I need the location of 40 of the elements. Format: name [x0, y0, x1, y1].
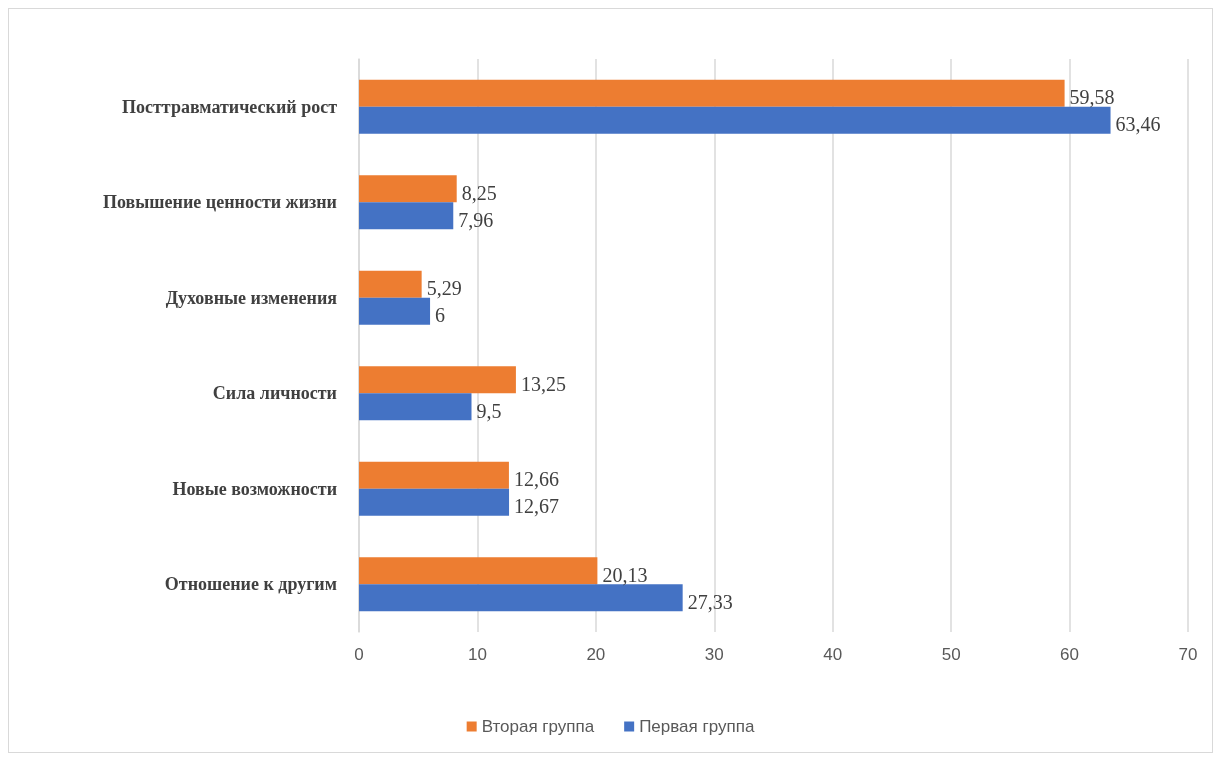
data-label: 7,96 — [458, 208, 494, 231]
y-tick-label: Новые возможности — [172, 478, 337, 499]
y-tick-label: Посттравматический рост — [121, 96, 338, 117]
data-label: 12,66 — [513, 468, 559, 491]
bar — [359, 202, 454, 230]
x-tick-label: 70 — [1178, 645, 1198, 664]
bar — [359, 557, 598, 585]
y-tick-label: Отношение к другим — [164, 574, 337, 595]
x-tick-label: 30 — [704, 645, 724, 664]
data-label: 8,25 — [461, 181, 497, 204]
data-label: 12,67 — [514, 495, 560, 518]
x-tick-label: 60 — [1060, 645, 1080, 664]
bar — [359, 488, 510, 516]
data-label: 27,33 — [687, 590, 733, 613]
x-tick-label: 10 — [467, 645, 487, 664]
y-tick-label: Духовные изменения — [165, 287, 338, 308]
bar — [359, 461, 509, 489]
legend-label: Вторая группа — [481, 717, 595, 736]
x-tick-label: 40 — [823, 645, 843, 664]
x-tick-label: 20 — [586, 645, 606, 664]
data-label: 63,46 — [1115, 113, 1161, 136]
data-label: 6 — [435, 304, 446, 327]
y-tick-label: Повышение ценности жизни — [103, 192, 337, 213]
bar — [359, 393, 472, 421]
data-label: 20,13 — [602, 563, 648, 586]
y-tick-label: Сила личности — [212, 383, 337, 404]
bar — [359, 366, 516, 394]
x-tick-label: 0 — [354, 645, 364, 664]
bar — [359, 79, 1065, 107]
bar — [359, 584, 683, 612]
legend-label: Первая группа — [639, 717, 755, 736]
data-label: 59,58 — [1069, 86, 1115, 109]
bar — [359, 175, 457, 203]
bar — [359, 106, 1111, 134]
data-label: 9,5 — [476, 399, 502, 422]
x-tick-label: 50 — [941, 645, 961, 664]
bar — [359, 297, 431, 325]
data-label: 5,29 — [426, 277, 462, 300]
bar — [359, 270, 422, 298]
data-label: 13,25 — [520, 372, 566, 395]
